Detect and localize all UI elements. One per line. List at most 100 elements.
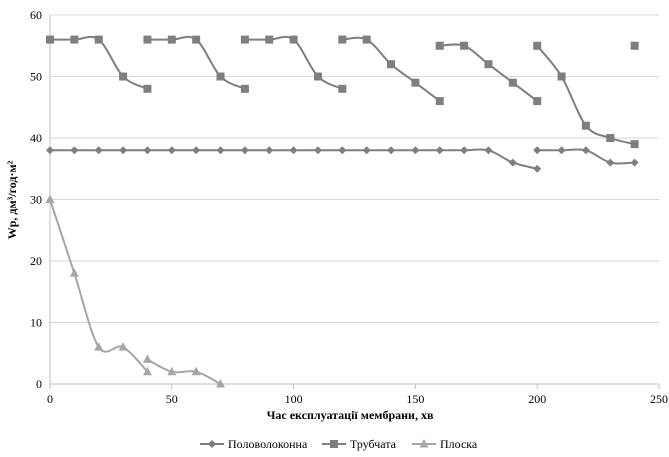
series-1 [46,146,639,173]
y-tick-label: 0 [36,377,42,391]
data-point [435,97,444,106]
series-line [50,35,148,90]
legend-marker [419,439,429,448]
legend-label: Плоска [440,437,478,451]
legend-label: Половолоконна [228,437,308,451]
x-axis-title: Час експлуатації мембрани, хв [267,408,434,422]
data-point [191,366,201,376]
x-tick-label: 150 [406,392,424,406]
data-point [45,194,55,203]
legend-marker [208,440,216,448]
series-group [45,35,639,388]
data-point [533,97,542,106]
data-point [460,146,469,155]
data-point [240,84,249,93]
data-point [435,146,444,155]
data-point [581,121,590,130]
data-point [265,146,274,155]
series-line [146,358,221,385]
data-point [630,158,639,167]
series-2 [46,35,639,149]
data-point [70,146,79,155]
x-tick-label: 100 [285,392,303,406]
data-point [143,146,152,155]
data-point [216,379,226,388]
data-point [362,35,371,44]
data-point [142,366,152,376]
y-tick-label: 30 [30,193,42,207]
data-point [289,35,298,44]
data-point [265,35,274,44]
data-point [606,134,615,142]
data-point [533,41,542,50]
data-point [606,158,615,167]
data-point [46,35,54,44]
axes [49,15,660,389]
data-point [118,342,128,351]
data-point [508,78,517,87]
x-tick-label: 250 [650,392,668,406]
series-3 [45,194,226,388]
data-point [435,41,444,50]
data-point [387,146,396,155]
y-tick-label: 10 [30,316,42,330]
data-point [142,354,152,363]
data-point [143,84,152,93]
data-point [240,35,249,44]
data-point [484,146,493,155]
x-tick-label: 0 [47,392,53,406]
data-point [69,268,79,277]
data-point [411,78,420,87]
legend-item: Плоска [412,437,478,451]
y-tick-labels: 0 10 20 30 40 50 60 [30,8,42,391]
x-tick-label: 200 [528,392,546,406]
data-point [508,158,517,167]
data-point [557,146,566,155]
data-point [289,146,298,155]
legend: Половолоконна Трубчата Плоска [200,437,478,451]
data-point [143,35,152,44]
data-point [338,84,347,93]
data-point [630,41,639,50]
gridlines [50,14,659,323]
series-line [147,35,246,90]
legend-label: Трубчата [350,437,397,451]
series-line [439,43,538,102]
legend-item: Трубчата [322,437,397,451]
data-point [484,60,493,69]
data-point [581,146,590,155]
y-tick-label: 20 [30,254,42,268]
data-point [313,146,322,155]
data-point [70,35,79,44]
data-point [460,41,469,50]
data-point [240,146,249,155]
y-axis-title: Wp, дм³/год·м² [5,160,19,239]
data-point [338,146,347,155]
y-tick-label: 40 [30,131,42,145]
data-point [119,146,128,155]
data-point [313,72,322,81]
data-point [533,146,542,155]
data-point [216,146,225,155]
data-point [630,140,639,149]
data-point [46,146,54,155]
data-point [338,35,347,44]
series-line [244,35,343,90]
data-point [167,366,177,376]
data-point [119,72,128,81]
data-point [192,35,201,44]
x-tick-label: 50 [166,392,178,406]
data-point [167,35,176,44]
data-point [94,146,103,155]
data-point [94,342,104,351]
legend-marker [330,440,338,448]
legend-item: Половолоконна [200,437,308,451]
data-point [192,146,201,155]
y-tick-label: 60 [30,8,42,22]
data-point [557,72,566,81]
data-point [533,164,542,173]
x-tick-labels: 0 50 100 150 200 250 [47,392,668,406]
data-point [167,146,176,155]
data-point [94,35,103,44]
